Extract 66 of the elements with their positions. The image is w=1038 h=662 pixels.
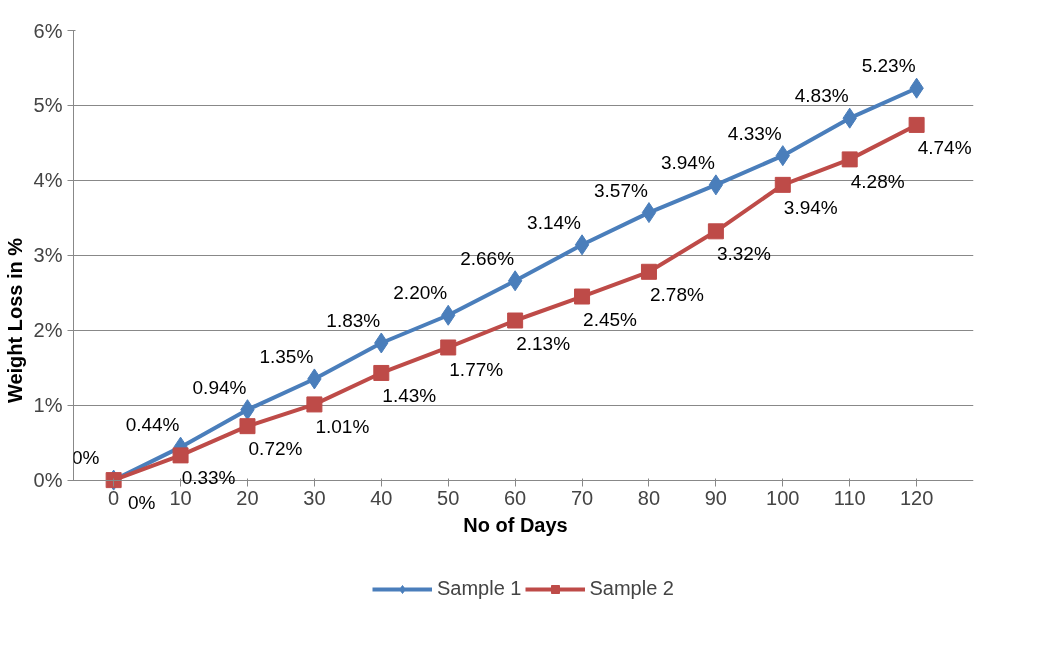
data-label: 0% (71, 447, 100, 469)
point (841, 151, 858, 168)
data-label: 4.83% (794, 85, 849, 107)
x-tick-label: 100 (766, 487, 800, 510)
x-tick-label: 0 (108, 487, 120, 510)
data-label: 0% (127, 492, 156, 514)
point (507, 312, 524, 329)
x-axis-title: No of Days (463, 513, 568, 536)
data-label: 2.78% (650, 283, 705, 305)
data-label: 3.57% (594, 179, 649, 201)
x-tick-label: 110 (833, 487, 866, 510)
data-label: 5.23% (861, 55, 916, 77)
data-label: 2.45% (583, 308, 638, 330)
point (707, 223, 724, 240)
y-tick-label: 4% (33, 169, 63, 192)
point (306, 396, 323, 413)
data-label: 4.28% (850, 171, 905, 193)
point (440, 339, 457, 356)
data-label: 0.44% (125, 414, 180, 436)
x-tick-label: 70 (570, 487, 594, 510)
data-label: 4.74% (917, 136, 972, 158)
x-tick-label: 90 (704, 487, 728, 510)
y-tick-label: 0% (33, 469, 63, 492)
point (507, 270, 523, 292)
y-axis-title: Weight Loss in % (3, 237, 26, 404)
data-label: 3.14% (527, 211, 582, 233)
data-label: 1.83% (326, 309, 381, 331)
data-label: 2.13% (516, 332, 571, 354)
data-label: 2.66% (460, 247, 515, 269)
data-label: 3.32% (716, 243, 771, 265)
point (640, 263, 657, 280)
y-tick-label: 3% (33, 244, 63, 267)
y-tick-label: 2% (33, 319, 63, 342)
x-tick-label: 60 (504, 487, 527, 510)
point (239, 418, 256, 435)
data-label: 2.20% (393, 282, 448, 304)
x-tick-label: 30 (303, 487, 326, 510)
point (373, 364, 390, 381)
legend-label: Sample 1 (437, 577, 522, 600)
x-tick-label: 40 (370, 487, 393, 510)
data-label: 0.72% (248, 438, 303, 460)
point (908, 116, 925, 133)
point (172, 447, 189, 464)
data-label: 0.33% (181, 467, 236, 489)
data-label: 4.33% (727, 122, 782, 144)
data-label: 1.77% (449, 359, 504, 381)
y-tick-label: 6% (33, 19, 63, 42)
data-label: 1.01% (315, 416, 370, 438)
data-label: 0.94% (192, 376, 247, 398)
data-label: 3.94% (660, 151, 715, 173)
x-tick-label: 50 (437, 487, 460, 510)
data-label: 3.94% (783, 196, 838, 218)
x-tick-label: 20 (236, 487, 259, 510)
y-tick-label: 5% (33, 94, 63, 117)
x-tick-label: 10 (169, 487, 192, 510)
point (641, 202, 657, 224)
point (574, 288, 591, 305)
y-tick-label: 1% (33, 394, 63, 417)
point (774, 176, 791, 193)
x-tick-label: 80 (637, 487, 661, 510)
point (708, 174, 724, 196)
legend-label: Sample 2 (589, 577, 674, 600)
x-tick-label: 120 (899, 487, 934, 510)
data-label: 1.43% (382, 384, 437, 406)
point (574, 234, 590, 256)
data-label: 1.35% (259, 345, 314, 367)
